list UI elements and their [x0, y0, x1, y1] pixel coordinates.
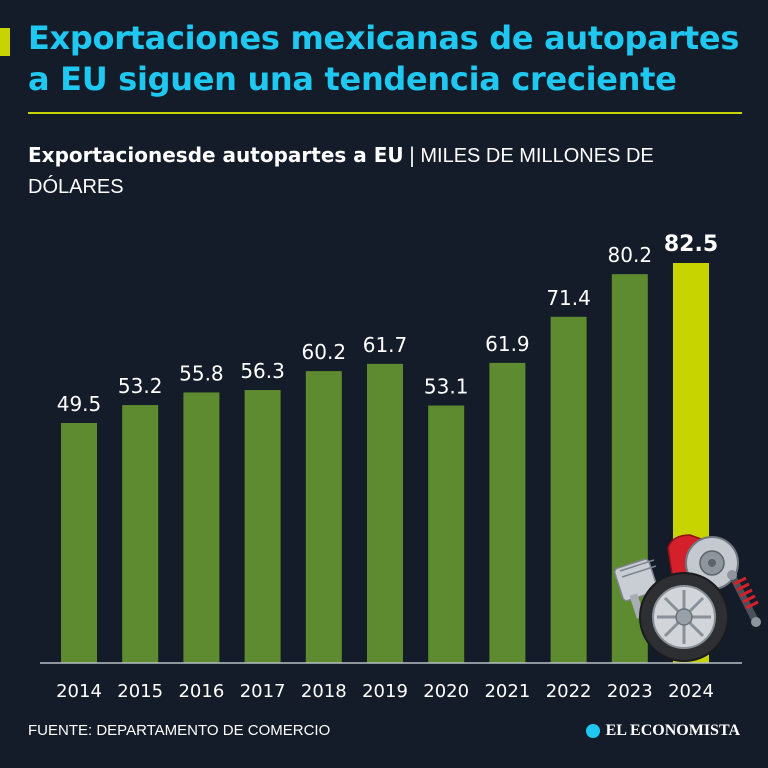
headline: Exportaciones mexicanas de autopartes a … [28, 19, 740, 98]
auto-parts-illustration [613, 534, 761, 662]
bar-2015 [122, 405, 159, 663]
data-label-2014: 49.5 [57, 392, 102, 416]
data-label-2016: 55.8 [179, 361, 224, 385]
x-tick-2022: 2022 [546, 681, 592, 702]
data-label-2021: 61.9 [485, 332, 530, 356]
data-label-2019: 61.7 [363, 333, 408, 357]
data-label-2024: 82.5 [664, 232, 718, 257]
data-label-2023: 80.2 [608, 243, 653, 267]
brand-logo: EL ECONOMISTA [585, 722, 740, 740]
x-tick-2014: 2014 [56, 681, 102, 702]
data-label-2015: 53.2 [118, 374, 163, 398]
x-tick-labels-group: 2014 2015 2016 2017 2018 2019 2020 2021 2022 2023… [56, 681, 714, 702]
source-note: FUENTE: DEPARTAMENTO DE COMERCIO [28, 722, 331, 739]
accent-bar [0, 28, 10, 56]
tire-icon [639, 572, 729, 662]
chart-unit: MILES DE MILLONES DE DÓLARES [28, 145, 654, 198]
chart-title: Exportacionesde autopartes a EU [28, 143, 404, 167]
x-tick-2023: 2023 [607, 681, 653, 702]
bar-2021 [489, 362, 526, 663]
x-tick-2019: 2019 [362, 681, 408, 702]
bar-2014 [61, 423, 97, 663]
x-tick-2020: 2020 [423, 681, 469, 702]
bar-2020 [428, 405, 465, 663]
x-tick-2016: 2016 [178, 681, 224, 702]
data-label-2018: 60.2 [302, 340, 347, 364]
brand-icon [585, 724, 600, 738]
chart-subtitle: Exportacionesde autopartes a EU | MILES DE… [28, 140, 748, 202]
x-tick-2015: 2015 [117, 681, 163, 702]
bar-2018 [305, 371, 342, 663]
brand-name: EL ECONOMISTA [605, 722, 740, 739]
bar-2019 [367, 363, 403, 663]
subtitle-separator: | [408, 143, 416, 167]
data-label-2020: 53.1 [424, 375, 469, 399]
x-tick-2018: 2018 [301, 681, 347, 702]
shock-absorber-icon [727, 570, 761, 627]
bar-2017 [244, 390, 281, 663]
data-labels-group: 49.5 53.2 55.8 56.3 60.2 61.7 53.1 61.9 71.4 80.2… [57, 232, 718, 416]
bars-group [61, 263, 709, 663]
bar-2022 [550, 316, 587, 663]
bar-2016 [183, 392, 220, 663]
x-tick-2021: 2021 [484, 681, 530, 702]
headline-rule [28, 112, 742, 114]
x-tick-2017: 2017 [240, 681, 286, 702]
data-label-2022: 71.4 [546, 286, 591, 310]
data-label-2017: 56.3 [240, 359, 285, 383]
x-tick-2024: 2024 [668, 681, 714, 702]
